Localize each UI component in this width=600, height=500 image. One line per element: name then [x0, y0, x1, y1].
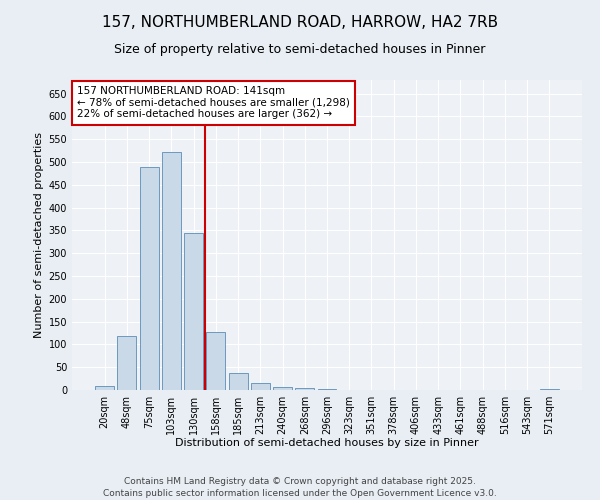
Bar [184, 232, 203, 390]
Text: Size of property relative to semi-detached houses in Pinner: Size of property relative to semi-detach… [115, 42, 485, 56]
Bar [317, 389, 337, 390]
Bar [118, 336, 136, 390]
Y-axis label: Number of semi-detached properties: Number of semi-detached properties [34, 132, 44, 338]
Bar [229, 372, 248, 390]
Text: 157, NORTHUMBERLAND ROAD, HARROW, HA2 7RB: 157, NORTHUMBERLAND ROAD, HARROW, HA2 7R… [102, 15, 498, 30]
Bar [295, 388, 314, 390]
X-axis label: Distribution of semi-detached houses by size in Pinner: Distribution of semi-detached houses by … [175, 438, 479, 448]
Bar [206, 332, 225, 390]
Text: 157 NORTHUMBERLAND ROAD: 141sqm
← 78% of semi-detached houses are smaller (1,298: 157 NORTHUMBERLAND ROAD: 141sqm ← 78% of… [77, 86, 350, 120]
Bar [273, 387, 292, 390]
Bar [540, 388, 559, 390]
Bar [162, 152, 181, 390]
Bar [140, 166, 158, 390]
Bar [95, 386, 114, 390]
Bar [251, 383, 270, 390]
Text: Contains HM Land Registry data © Crown copyright and database right 2025.
Contai: Contains HM Land Registry data © Crown c… [103, 476, 497, 498]
